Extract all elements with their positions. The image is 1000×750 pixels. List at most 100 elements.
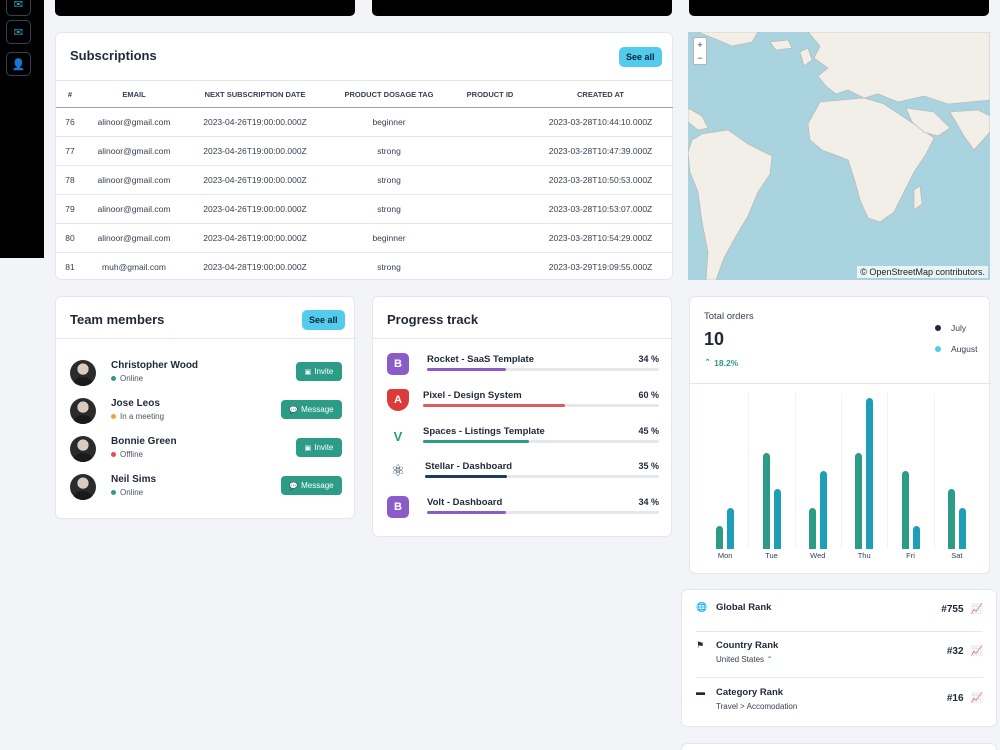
member-status-label: Online	[120, 488, 144, 497]
zoom-out-button[interactable]: −	[697, 52, 703, 63]
chart-line-icon[interactable]: 📈	[970, 646, 983, 657]
table-cell: 81	[65, 262, 75, 273]
divider	[56, 338, 356, 339]
calendar-icon: ▣	[304, 368, 312, 376]
chart-bar[interactable]	[762, 452, 770, 549]
member-status: In a meeting	[111, 412, 164, 421]
sidebar-mail-button[interactable]: ✉	[6, 0, 31, 16]
chat-icon: 💬	[289, 406, 299, 414]
europe-asia-shape	[807, 32, 990, 105]
table-cell: 79	[56, 194, 84, 224]
progress-item: B Volt - Dashboard 34 %	[387, 496, 659, 526]
progress-item: B Rocket - SaaS Template 34 %	[387, 353, 659, 383]
table-cell: 2023-03-28T10:53:07.000Z	[528, 194, 673, 224]
rank-text: Country Rank United States ⌃	[716, 640, 778, 664]
avatar[interactable]	[70, 398, 96, 424]
chart-gridline	[748, 393, 750, 549]
chart-line-icon[interactable]: 📈	[970, 604, 983, 615]
member-status: Online	[111, 374, 143, 383]
rank-text: Global Rank	[716, 602, 771, 613]
orders-bar-chart	[702, 393, 980, 549]
team-member-item: Christopher Wood Online ▣ Invite	[70, 360, 342, 390]
progress-bar-fill	[427, 511, 506, 514]
chart-bar[interactable]	[808, 507, 816, 549]
map-attribution[interactable]: © OpenStreetMap contributors.	[857, 266, 988, 278]
progress-item: A Pixel - Design System 60 %	[387, 389, 659, 419]
zoom-in-button[interactable]: +	[697, 39, 703, 50]
total-orders-change: ⌃ 18.2%	[704, 357, 738, 368]
team-see-all-button[interactable]: See all	[302, 310, 345, 330]
uk-shape	[799, 47, 813, 67]
india-shape	[949, 109, 990, 151]
invite-button[interactable]: ▣ Invite	[296, 438, 342, 457]
react-icon: ⚛	[390, 463, 406, 480]
avatar[interactable]	[70, 436, 96, 462]
progress-bar-fill	[427, 368, 506, 371]
rank-value-text: #755	[941, 604, 964, 615]
table-cell: 2023-04-28T19:00:00.000Z	[203, 262, 307, 273]
chart-bar[interactable]	[716, 526, 724, 549]
progress-bar-track	[427, 511, 659, 514]
avatar[interactable]	[70, 360, 96, 386]
table-cell: 2023-04-26T19:00:00.000Z	[184, 136, 326, 166]
table-row[interactable]: 76 alinoor@gmail.com 2023-04-26T19:00:00.0…	[56, 107, 673, 137]
chart-bar[interactable]	[855, 452, 863, 549]
table-row[interactable]: 78 alinoor@gmail.com 2023-04-26T19:00:00.0…	[56, 165, 673, 195]
table-header-row: # EMAIL NEXT SUBSCRIPTION DATE PRODUCT D…	[56, 80, 673, 108]
chart-bar[interactable]	[773, 489, 781, 549]
column-header: EMAIL	[84, 80, 184, 108]
flag-icon: ⚑	[696, 640, 705, 650]
avatar[interactable]	[70, 474, 96, 500]
table-row[interactable]: 79 alinoor@gmail.com 2023-04-26T19:00:00.0…	[56, 194, 673, 224]
chart-bar[interactable]	[958, 507, 966, 549]
chart-bar[interactable]	[819, 471, 827, 549]
member-name[interactable]: Neil Sims	[111, 474, 157, 485]
arrow-up-icon: ⌃	[704, 357, 712, 367]
chart-gridline	[841, 393, 842, 549]
member-name[interactable]: Jose Leos	[111, 398, 160, 409]
subscriptions-see-all-button[interactable]: See all	[619, 47, 662, 67]
chart-bar[interactable]	[947, 489, 955, 549]
legend-dot	[935, 346, 941, 352]
column-header: NEXT SUBSCRIPTION DATE	[184, 80, 326, 108]
sidebar-users-button[interactable]: 👤	[6, 52, 31, 76]
progress-track-title: Progress track	[387, 312, 479, 327]
rank-subtitle-text: United States	[716, 655, 765, 664]
message-button[interactable]: 💬 Message	[281, 476, 342, 495]
table-cell: beginner	[326, 223, 452, 253]
subscriptions-table: # EMAIL NEXT SUBSCRIPTION DATE PRODUCT D…	[56, 80, 673, 282]
legend-label: August	[951, 344, 978, 354]
chart-x-tick-label: Thu	[857, 551, 871, 560]
chart-bar[interactable]	[912, 526, 920, 549]
message-button[interactable]: 💬 Message	[281, 400, 342, 419]
chart-line-icon[interactable]: 📈	[970, 693, 983, 704]
chart-x-tick-label: Tue	[765, 551, 778, 560]
progress-percent: 35 %	[638, 461, 659, 471]
chart-bar[interactable]	[727, 507, 735, 549]
chart-bar[interactable]	[901, 471, 909, 549]
chart-bar[interactable]	[866, 397, 874, 549]
table-row[interactable]: 80 alinoor@gmail.com 2023-04-26T19:00:00.0…	[56, 223, 673, 253]
table-cell	[452, 194, 528, 224]
total-orders-title: Total orders	[704, 311, 754, 322]
progress-percent: 45 %	[638, 426, 659, 436]
rank-subtitle: United States ⌃	[716, 655, 778, 664]
sidebar-inbox-button[interactable]: ✉	[6, 20, 31, 44]
iceland-shape	[769, 39, 793, 51]
team-member-item: Jose Leos In a meeting 💬 Message	[70, 398, 342, 428]
top-card-2	[372, 0, 672, 16]
user-check-icon: 👤	[11, 58, 26, 71]
world-map[interactable]: + − © OpenStreetMap contributors.	[688, 32, 990, 280]
table-row[interactable]: 81 muh@gmail.com 2023-04-28T19:00:00.000Z s…	[56, 253, 673, 282]
member-name[interactable]: Christopher Wood	[111, 360, 199, 371]
chart-legend: July August	[935, 323, 977, 354]
invite-button[interactable]: ▣ Invite	[296, 362, 342, 381]
member-status-label: Offline	[120, 450, 143, 459]
member-name[interactable]: Bonnie Green	[111, 436, 177, 447]
table-row[interactable]: 77 alinoor@gmail.com 2023-04-26T19:00:00.0…	[56, 136, 673, 166]
arabia-shape	[905, 107, 951, 137]
progress-name: Rocket - SaaS Template	[427, 354, 535, 365]
button-label: Message	[301, 405, 334, 414]
chat-icon: 💬	[289, 482, 299, 490]
column-header: CREATED AT	[528, 80, 673, 108]
